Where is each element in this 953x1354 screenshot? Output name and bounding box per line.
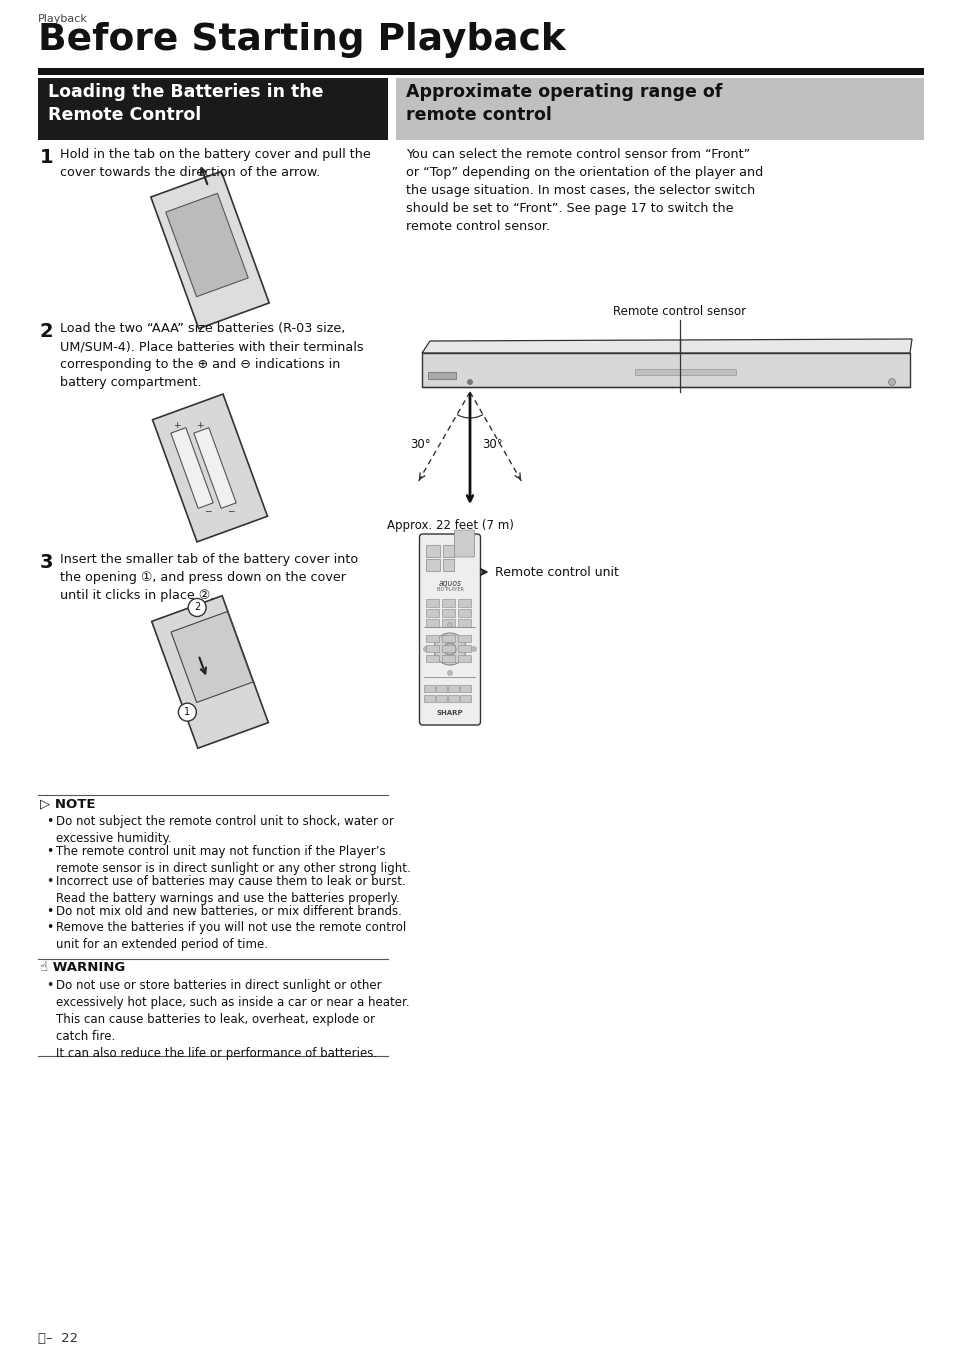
FancyBboxPatch shape xyxy=(436,685,446,692)
FancyBboxPatch shape xyxy=(426,544,439,556)
Text: 30°: 30° xyxy=(481,437,502,451)
Text: ⓔ–  22: ⓔ– 22 xyxy=(38,1332,78,1345)
FancyBboxPatch shape xyxy=(426,635,438,642)
Text: Loading the Batteries in the
Remote Control: Loading the Batteries in the Remote Cont… xyxy=(48,83,323,125)
FancyBboxPatch shape xyxy=(442,558,454,570)
Polygon shape xyxy=(152,596,268,749)
Bar xyxy=(421,353,909,387)
Polygon shape xyxy=(171,428,213,508)
FancyBboxPatch shape xyxy=(448,685,458,692)
FancyBboxPatch shape xyxy=(457,645,471,653)
FancyBboxPatch shape xyxy=(457,635,471,642)
Text: 2: 2 xyxy=(193,603,200,612)
FancyBboxPatch shape xyxy=(459,695,471,703)
Text: ▷ NOTE: ▷ NOTE xyxy=(40,798,95,810)
Text: Load the two “AAA” size batteries (R-03 size,
UM/SUM-4). Place batteries with th: Load the two “AAA” size batteries (R-03 … xyxy=(60,322,363,389)
Text: •: • xyxy=(46,845,53,858)
Polygon shape xyxy=(151,172,269,329)
Text: Playback: Playback xyxy=(38,14,88,24)
FancyBboxPatch shape xyxy=(426,598,438,608)
Text: Remote control unit: Remote control unit xyxy=(495,566,618,578)
Text: −: − xyxy=(227,506,233,515)
Text: SHARP: SHARP xyxy=(436,709,463,716)
Text: Do not subject the remote control unit to shock, water or
excessive humidity.: Do not subject the remote control unit t… xyxy=(56,815,394,845)
Text: Before Starting Playback: Before Starting Playback xyxy=(38,22,565,58)
FancyBboxPatch shape xyxy=(635,370,736,375)
Bar xyxy=(395,79,923,139)
Circle shape xyxy=(887,379,895,386)
FancyBboxPatch shape xyxy=(442,635,455,642)
Text: Remote control sensor: Remote control sensor xyxy=(613,305,746,318)
FancyBboxPatch shape xyxy=(448,695,458,703)
Bar xyxy=(428,372,456,379)
FancyBboxPatch shape xyxy=(426,655,438,662)
Text: +: + xyxy=(172,421,180,431)
Text: 30°: 30° xyxy=(409,437,430,451)
Bar xyxy=(38,68,923,74)
Text: ☝ WARNING: ☝ WARNING xyxy=(40,961,125,974)
FancyBboxPatch shape xyxy=(457,609,471,617)
Text: •: • xyxy=(46,875,53,888)
Circle shape xyxy=(423,646,428,651)
Polygon shape xyxy=(193,428,236,508)
Text: 3: 3 xyxy=(40,552,53,571)
Circle shape xyxy=(443,643,456,655)
FancyBboxPatch shape xyxy=(457,619,471,627)
FancyBboxPatch shape xyxy=(457,655,471,662)
FancyBboxPatch shape xyxy=(426,609,438,617)
FancyBboxPatch shape xyxy=(436,695,446,703)
Text: Approximate operating range of
remote control: Approximate operating range of remote co… xyxy=(406,83,721,125)
Text: You can select the remote control sensor from “Front”
or “Top” depending on the : You can select the remote control sensor… xyxy=(406,148,762,233)
Circle shape xyxy=(178,703,196,722)
FancyBboxPatch shape xyxy=(454,529,474,556)
Circle shape xyxy=(447,623,452,627)
Polygon shape xyxy=(171,612,253,703)
Text: Do not mix old and new batteries, or mix different brands.: Do not mix old and new batteries, or mix… xyxy=(56,904,401,918)
FancyBboxPatch shape xyxy=(442,645,455,653)
Text: Approx. 22 feet (7 m): Approx. 22 feet (7 m) xyxy=(386,519,513,532)
FancyBboxPatch shape xyxy=(442,619,455,627)
FancyBboxPatch shape xyxy=(457,598,471,608)
Text: •: • xyxy=(46,815,53,829)
Circle shape xyxy=(447,670,452,676)
Text: aquos: aquos xyxy=(438,580,461,588)
Polygon shape xyxy=(166,194,248,297)
Text: Incorrect use of batteries may cause them to leak or burst.
Read the battery war: Incorrect use of batteries may cause the… xyxy=(56,875,405,904)
Circle shape xyxy=(471,646,476,651)
Text: Remove the batteries if you will not use the remote control
unit for an extended: Remove the batteries if you will not use… xyxy=(56,921,406,951)
Text: Hold in the tab on the battery cover and pull the
cover towards the direction of: Hold in the tab on the battery cover and… xyxy=(60,148,371,179)
Text: The remote control unit may not function if the Player’s
remote sensor is in dir: The remote control unit may not function… xyxy=(56,845,411,875)
Text: 2: 2 xyxy=(40,322,53,341)
FancyBboxPatch shape xyxy=(442,598,455,608)
Polygon shape xyxy=(421,338,911,353)
Text: •: • xyxy=(46,979,53,992)
Text: −: − xyxy=(203,506,211,515)
Text: 1: 1 xyxy=(184,707,191,718)
FancyBboxPatch shape xyxy=(419,533,480,724)
FancyBboxPatch shape xyxy=(459,685,471,692)
Circle shape xyxy=(434,634,465,665)
FancyBboxPatch shape xyxy=(426,558,439,570)
Text: •: • xyxy=(46,921,53,934)
Text: Insert the smaller tab of the battery cover into
the opening ①, and press down o: Insert the smaller tab of the battery co… xyxy=(60,552,358,603)
FancyBboxPatch shape xyxy=(424,685,435,692)
FancyBboxPatch shape xyxy=(442,544,454,556)
FancyBboxPatch shape xyxy=(426,619,438,627)
Text: 1: 1 xyxy=(40,148,53,167)
FancyBboxPatch shape xyxy=(442,609,455,617)
FancyBboxPatch shape xyxy=(426,645,438,653)
FancyBboxPatch shape xyxy=(442,655,455,662)
Text: Do not use or store batteries in direct sunlight or other
excessively hot place,: Do not use or store batteries in direct … xyxy=(56,979,409,1060)
Polygon shape xyxy=(152,394,267,542)
FancyBboxPatch shape xyxy=(424,695,435,703)
Circle shape xyxy=(188,598,206,616)
Circle shape xyxy=(467,379,472,385)
Bar xyxy=(38,79,388,139)
Text: •: • xyxy=(46,904,53,918)
Text: BD PLAYER: BD PLAYER xyxy=(436,588,463,592)
Text: +: + xyxy=(195,421,203,431)
